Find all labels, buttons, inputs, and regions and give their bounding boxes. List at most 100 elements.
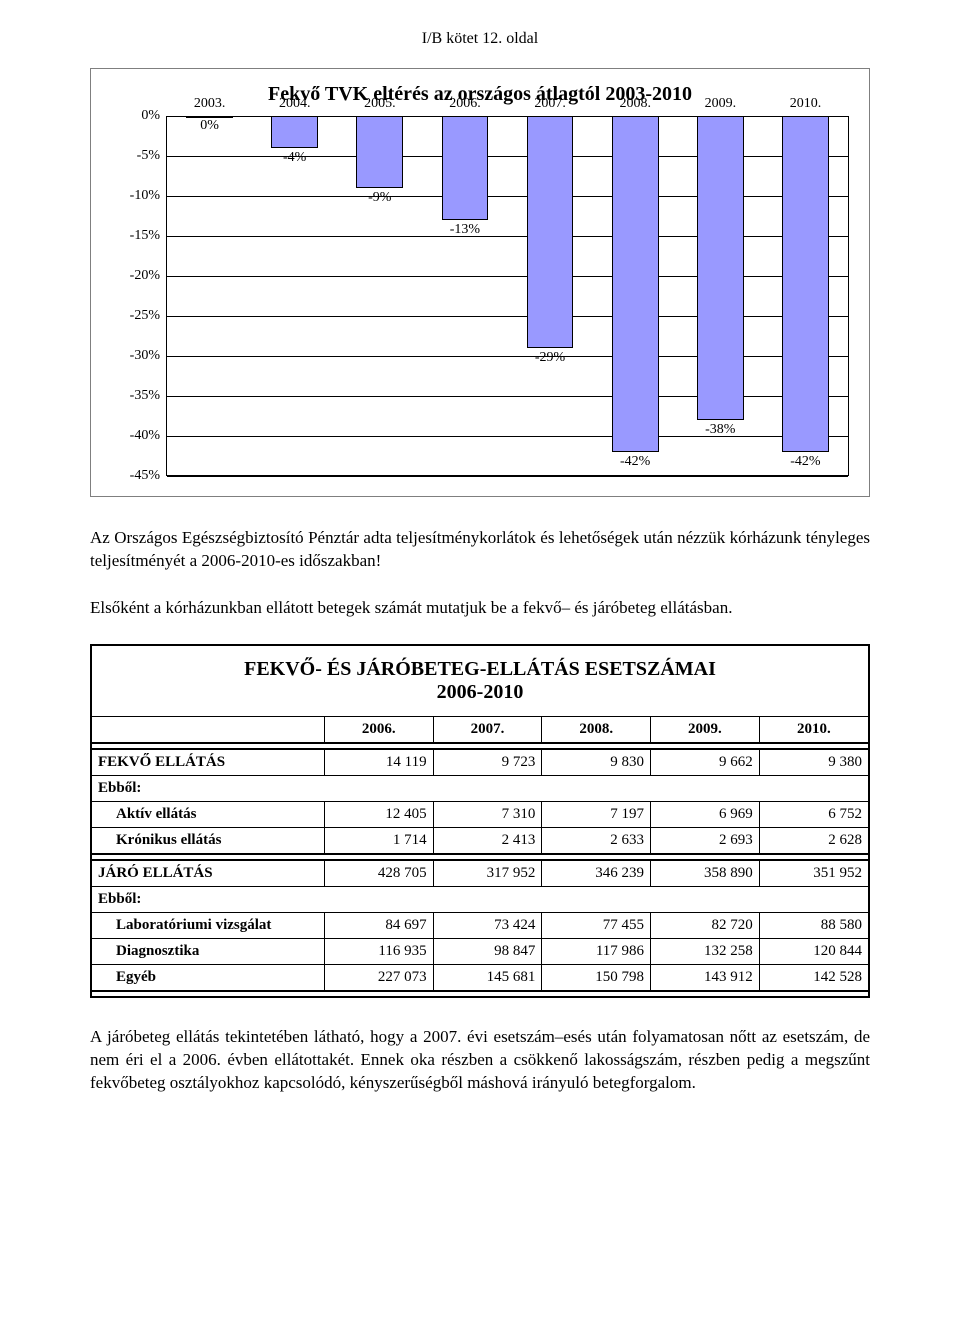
chart-x-category: 2007. [508, 96, 593, 112]
chart-y-tick: -20% [130, 268, 160, 284]
year-header: 2009. [651, 716, 760, 743]
year-header: 2006. [324, 716, 433, 743]
chart-bar [271, 116, 318, 148]
cell: 6 969 [651, 801, 760, 827]
cell: 117 986 [542, 938, 651, 964]
row-label: FEKVŐ ELLÁTÁS [91, 749, 324, 776]
row-label: Aktív ellátás [91, 801, 324, 827]
table-row: Krónikus ellátás 1 714 2 413 2 633 2 693… [91, 827, 869, 854]
table-row: FEKVŐ ELLÁTÁS 14 119 9 723 9 830 9 662 9… [91, 749, 869, 776]
cell: 9 723 [433, 749, 542, 776]
chart-bar [697, 116, 744, 420]
cell: 143 912 [651, 964, 760, 991]
data-table: FEKVŐ- ÉS JÁRÓBETEG-ELLÁTÁS ESETSZÁMAI 2… [90, 644, 870, 998]
cell: 120 844 [759, 938, 869, 964]
cell: 142 528 [759, 964, 869, 991]
row-label: Krónikus ellátás [91, 827, 324, 854]
chart-bar-label: -13% [435, 222, 495, 238]
chart-y-tick: -5% [137, 148, 160, 164]
page-header: I/B kötet 12. oldal [90, 30, 870, 48]
year-header: 2007. [433, 716, 542, 743]
cell: 7 197 [542, 801, 651, 827]
cell: 428 705 [324, 860, 433, 887]
chart-y-tick: -45% [130, 468, 160, 484]
cell: 1 714 [324, 827, 433, 854]
paragraph-3: A járóbeteg ellátás tekintetében látható… [90, 1026, 870, 1095]
paragraph-1: Az Országos Egészségbiztosító Pénztár ad… [90, 527, 870, 573]
chart-bar-label: -42% [775, 454, 835, 470]
table-row: Laboratóriumi vizsgálat 84 697 73 424 77… [91, 912, 869, 938]
chart-x-category: 2006. [422, 96, 507, 112]
chart-bar-label: -9% [350, 190, 410, 206]
chart-y-tick: 0% [141, 108, 160, 124]
chart-gridline [167, 316, 848, 317]
cell: 14 119 [324, 749, 433, 776]
cell: 2 628 [759, 827, 869, 854]
chart-x-category: 2005. [337, 96, 422, 112]
table-row: Diagnosztika 116 935 98 847 117 986 132 … [91, 938, 869, 964]
table-spacer [91, 991, 869, 997]
chart-area: 0%-5%-10%-15%-20%-25%-30%-35%-40%-45% 20… [111, 116, 849, 476]
table-row: Aktív ellátás 12 405 7 310 7 197 6 969 6… [91, 801, 869, 827]
chart-gridline [167, 356, 848, 357]
chart-gridline [167, 396, 848, 397]
table-row: Egyéb 227 073 145 681 150 798 143 912 14… [91, 964, 869, 991]
chart-gridline [167, 276, 848, 277]
cell: 351 952 [759, 860, 869, 887]
cell: 227 073 [324, 964, 433, 991]
table-row: Ebből: [91, 775, 869, 801]
chart-gridline [167, 236, 848, 237]
row-label: Egyéb [91, 964, 324, 991]
chart-x-category: 2003. [167, 96, 252, 112]
year-header: 2008. [542, 716, 651, 743]
chart-x-category: 2010. [763, 96, 848, 112]
cell: 116 935 [324, 938, 433, 964]
row-label: Laboratóriumi vizsgálat [91, 912, 324, 938]
cell: 358 890 [651, 860, 760, 887]
chart-x-category: 2009. [678, 96, 763, 112]
table-title-line2: 2006-2010 [437, 681, 524, 703]
cell: 12 405 [324, 801, 433, 827]
chart-y-tick: -25% [130, 308, 160, 324]
cell: 88 580 [759, 912, 869, 938]
cell: 145 681 [433, 964, 542, 991]
chart-y-tick: -10% [130, 188, 160, 204]
table-title-row: FEKVŐ- ÉS JÁRÓBETEG-ELLÁTÁS ESETSZÁMAI 2… [91, 645, 869, 717]
chart-x-category: 2004. [252, 96, 337, 112]
paragraph-2: Elsőként a kórházunkban ellátott betegek… [90, 597, 870, 620]
page: I/B kötet 12. oldal Fekvő TVK eltérés az… [0, 0, 960, 1159]
chart-bar-label: -38% [690, 422, 750, 438]
table-empty-header [91, 716, 324, 743]
chart-gridline [167, 196, 848, 197]
chart-bar-label: -29% [520, 350, 580, 366]
chart-gridline [167, 116, 848, 117]
chart-bar [782, 116, 829, 452]
chart-y-tick: -30% [130, 348, 160, 364]
cell: 9 830 [542, 749, 651, 776]
chart-bar-label: 0% [180, 118, 240, 134]
chart-plot: 2003.0%2004.-4%2005.-9%2006.-13%2007.-29… [166, 116, 849, 476]
cell: 82 720 [651, 912, 760, 938]
table-row: JÁRÓ ELLÁTÁS 428 705 317 952 346 239 358… [91, 860, 869, 887]
chart-x-category: 2008. [593, 96, 678, 112]
year-header: 2010. [759, 716, 869, 743]
row-label: Ebből: [91, 886, 869, 912]
chart-gridline [167, 476, 848, 477]
cell: 84 697 [324, 912, 433, 938]
table-title-cell: FEKVŐ- ÉS JÁRÓBETEG-ELLÁTÁS ESETSZÁMAI 2… [91, 645, 869, 717]
row-label: Ebből: [91, 775, 869, 801]
cell: 9 662 [651, 749, 760, 776]
table-row: Ebből: [91, 886, 869, 912]
cell: 150 798 [542, 964, 651, 991]
chart-y-tick: -35% [130, 388, 160, 404]
chart-bar-label: -4% [265, 150, 325, 166]
cell: 9 380 [759, 749, 869, 776]
chart-y-axis: 0%-5%-10%-15%-20%-25%-30%-35%-40%-45% [111, 116, 166, 476]
chart-bar [612, 116, 659, 452]
chart-y-tick: -15% [130, 228, 160, 244]
row-label: Diagnosztika [91, 938, 324, 964]
chart-bar [527, 116, 574, 348]
table-year-header-row: 2006. 2007. 2008. 2009. 2010. [91, 716, 869, 743]
chart-bar-label: -42% [605, 454, 665, 470]
cell: 73 424 [433, 912, 542, 938]
